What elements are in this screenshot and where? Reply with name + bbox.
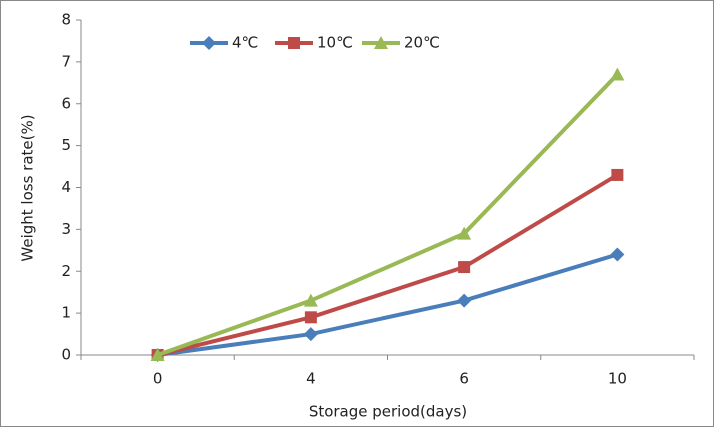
x-tick-label: 4 (306, 370, 316, 388)
marker (457, 226, 472, 240)
marker (611, 168, 624, 181)
y-axis-title: Weight loss rate(%) (19, 114, 37, 261)
x-tick-label: 0 (153, 370, 163, 388)
x-tick-label: 6 (459, 370, 469, 388)
x-tick-label: 10 (608, 370, 627, 388)
marker (303, 327, 318, 342)
legend-marker (288, 37, 300, 49)
y-tick-label: 8 (61, 11, 71, 29)
y-tick-label: 7 (61, 52, 71, 70)
series-line (157, 252, 618, 357)
legend-marker (202, 36, 216, 50)
legend-marker (374, 36, 388, 49)
marker (458, 261, 471, 274)
y-tick-label: 3 (61, 220, 71, 238)
series-line (156, 73, 619, 357)
legend-label: 10℃ (317, 34, 353, 52)
y-tick-label: 5 (61, 136, 71, 154)
marker (610, 67, 625, 81)
y-tick-label: 6 (61, 94, 71, 112)
marker (457, 293, 472, 308)
legend-label: 4℃ (232, 34, 258, 52)
y-tick-label: 4 (61, 178, 71, 196)
y-tick-label: 2 (61, 262, 71, 280)
x-axis-title: Storage period(days) (309, 403, 467, 421)
y-tick-label: 1 (61, 304, 71, 322)
marker (304, 311, 317, 324)
y-tick-label: 0 (61, 346, 71, 364)
marker (150, 348, 165, 361)
marker (303, 293, 318, 307)
marker (610, 247, 625, 262)
legend-label: 20℃ (404, 34, 440, 52)
series-line (157, 173, 619, 357)
